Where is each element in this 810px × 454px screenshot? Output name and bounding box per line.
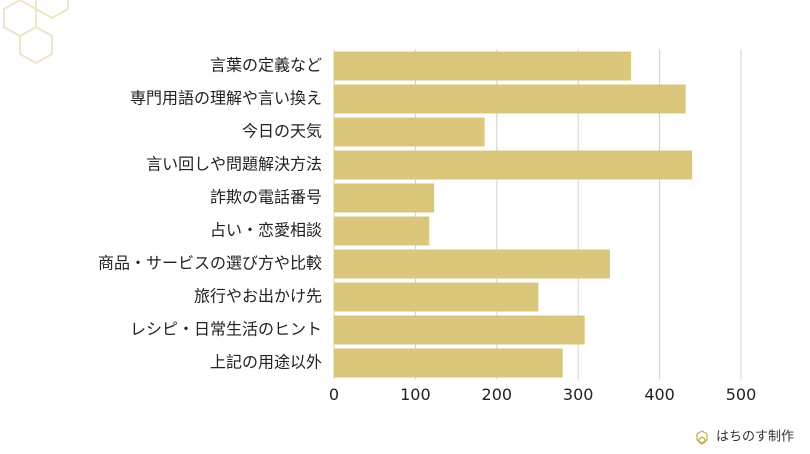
bar	[334, 348, 563, 378]
watermark: はちのす制作	[716, 430, 794, 445]
bar	[334, 249, 610, 279]
y-tick-label: 今日の天気	[242, 122, 322, 141]
x-tick-label: 300	[563, 385, 594, 404]
x-tick-label: 100	[400, 385, 431, 404]
bar	[334, 315, 585, 345]
x-tick-label: 400	[644, 385, 675, 404]
bar	[334, 150, 693, 180]
y-tick-label: 占い・恋愛相談	[210, 221, 322, 240]
bar	[334, 183, 435, 213]
bar	[334, 216, 430, 246]
y-tick-label: 詐欺の電話番号	[210, 188, 322, 207]
y-tick-label: 上記の用途以外	[210, 353, 322, 372]
logo	[696, 430, 708, 445]
x-tick-label: 200	[482, 385, 513, 404]
y-tick-label: 言い回しや問題解決方法	[146, 155, 322, 174]
y-tick-label: 商品・サービスの選び方や比較	[98, 254, 322, 273]
y-tick-label: 専門用語の理解や言い換え	[130, 89, 322, 108]
y-tick-label: レシピ・日常生活のヒント	[130, 320, 322, 339]
x-tick-label: 0	[329, 385, 339, 404]
bar	[334, 282, 539, 312]
y-tick-label: 言葉の定義など	[210, 56, 322, 75]
bar	[334, 51, 632, 81]
x-tick-label: 500	[726, 385, 757, 404]
y-tick-label: 旅行やお出かけ先	[194, 287, 322, 306]
bar	[334, 117, 485, 147]
decoration	[3, 0, 69, 65]
bar	[334, 84, 686, 114]
